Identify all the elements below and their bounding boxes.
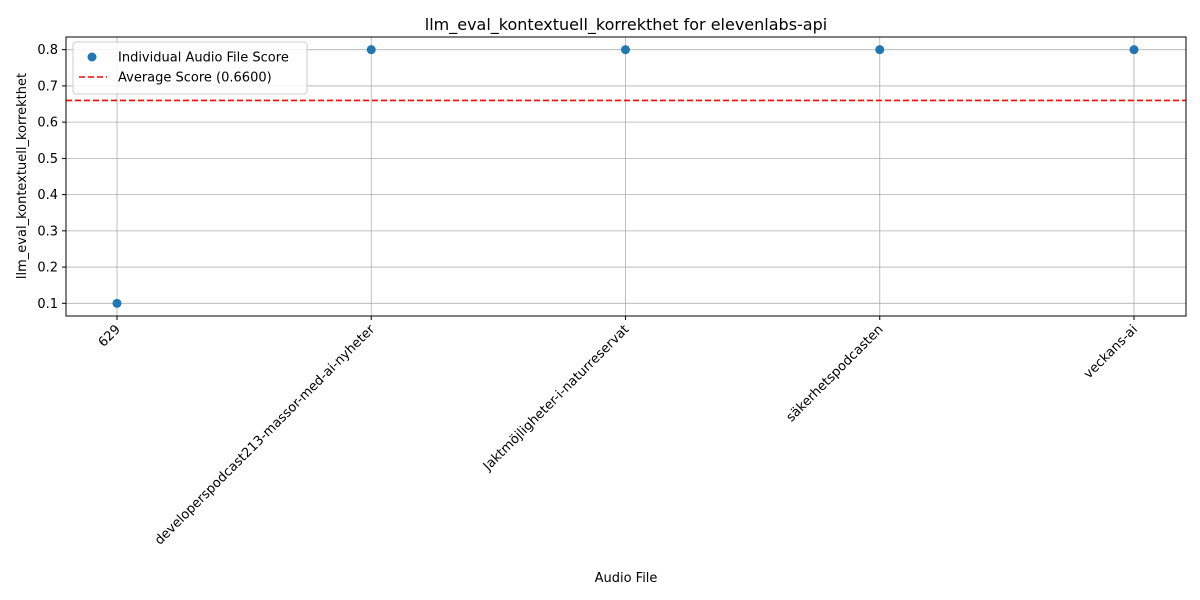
y-tick-label: 0.3 [37,224,58,239]
y-tick-label: 0.1 [37,297,58,312]
scatter-points [112,45,1139,308]
y-tick-label: 0.2 [37,261,58,276]
score-point [1129,45,1139,55]
chart-title: llm_eval_kontextuell_korrekthet for elev… [425,15,827,35]
y-tick-label: 0.6 [37,116,58,131]
y-tick-label: 0.4 [37,188,58,203]
y-axis-label: llm_eval_kontextuell_korrekthet [15,73,30,279]
legend: Individual Audio File Score Average Scor… [72,41,308,95]
score-point [875,45,885,55]
score-point [621,45,630,55]
legend-scatter-marker [87,52,97,62]
score-point [366,45,376,55]
legend-average-label: Average Score (0.6600) [118,71,272,86]
y-tick-label: 0.8 [37,43,58,58]
y-axis-ticks: 0.1 0.2 0.3 0.4 0.5 0.6 0.7 0.8 [37,43,66,312]
x-axis-label: Audio File [595,571,658,586]
y-tick-label: 0.7 [37,79,58,94]
y-tick-label: 0.5 [37,152,58,167]
legend-series-label: Individual Audio File Score [118,51,289,66]
legend-frame [72,41,308,95]
score-point [112,298,122,308]
